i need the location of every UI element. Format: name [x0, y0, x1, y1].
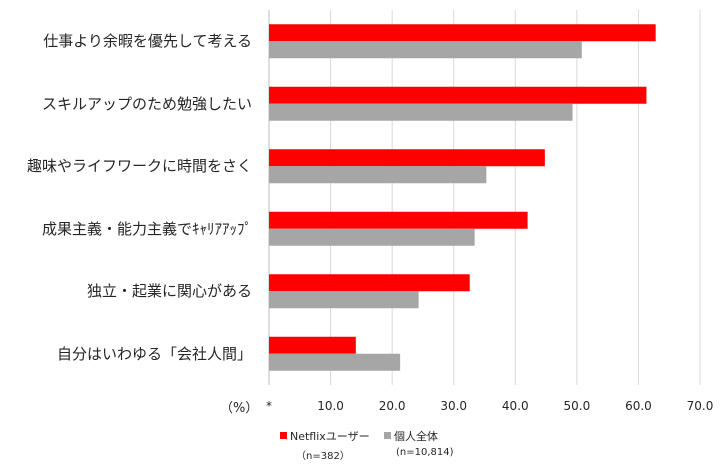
- bar-netflix: [269, 24, 656, 42]
- legend-n-netflix: （n=382）: [296, 451, 350, 462]
- bar-all: [269, 353, 401, 371]
- x-tick-label: 60.0: [625, 399, 652, 413]
- legend-n-all: (n=10,814): [396, 447, 454, 458]
- legend-label-netflix: Netflixユーザー: [290, 430, 370, 443]
- x-tick-label: 20.0: [378, 399, 406, 413]
- bar-all: [269, 166, 487, 184]
- x-axis-unit-label: （%）: [220, 401, 259, 416]
- x-tick-label: 30.0: [440, 399, 468, 413]
- bar-all: [269, 228, 475, 246]
- category-label: 趣味やライフワークに時間をさく: [26, 157, 252, 176]
- x-tick-label: 70.0: [686, 399, 714, 413]
- category-label: 成果主義・能力主義でｷｬﾘｱｱｯﾌﾟ: [41, 219, 252, 238]
- bar-netflix: [269, 86, 647, 104]
- bar-netflix: [269, 274, 470, 292]
- bar-all: [269, 41, 582, 59]
- legend-item-all: 個人全体 (n=10,814): [384, 428, 454, 458]
- legend-label-all: 個人全体: [394, 430, 438, 443]
- x-tick-label: 10.0: [317, 399, 344, 413]
- bar-netflix: [269, 336, 356, 354]
- category-label: スキルアップのため勉強したい: [41, 94, 252, 113]
- bar-netflix: [269, 211, 528, 229]
- bar-all: [269, 291, 419, 309]
- category-label: 仕事より余暇を優先して考える: [43, 32, 252, 51]
- bar-netflix: [269, 149, 545, 167]
- legend-swatch-netflix: [280, 432, 287, 439]
- bar-all: [269, 103, 573, 121]
- x-tick-label: *: [266, 399, 272, 413]
- legend-swatch-all: [384, 432, 391, 439]
- category-label: 独立・起業に関心がある: [86, 282, 252, 301]
- legend-item-netflix: Netflixユーザー （n=382）: [280, 428, 370, 462]
- x-tick-label: 40.0: [501, 399, 529, 413]
- x-tick-label: 50.0: [563, 399, 591, 413]
- category-label: 自分はいわゆる「会社人間」: [56, 344, 252, 363]
